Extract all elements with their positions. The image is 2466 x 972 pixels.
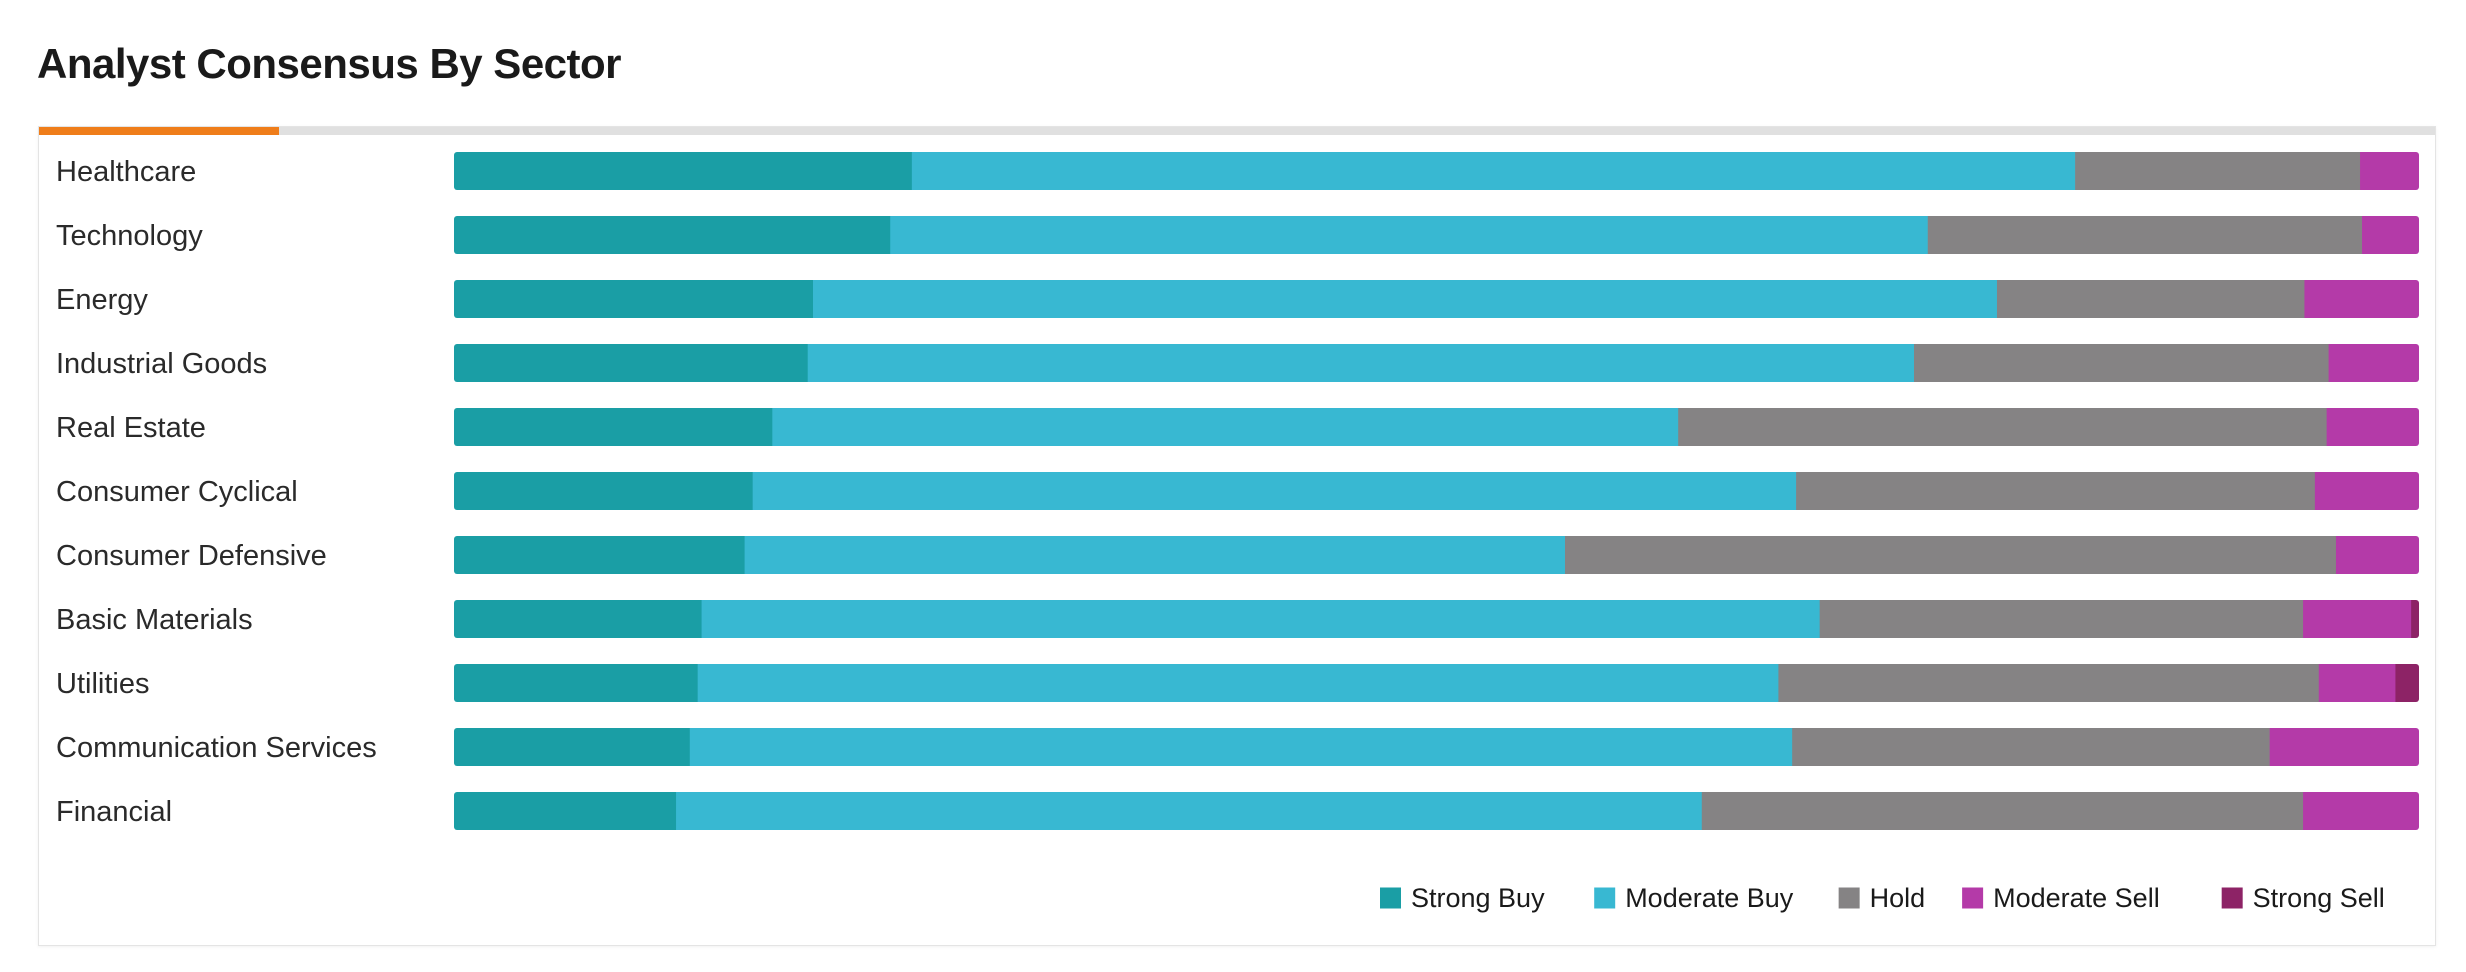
bar-segment-moderate-buy	[697, 664, 1779, 702]
bar-segment-hold	[1927, 216, 2363, 254]
bar-segment-hold	[1996, 280, 2305, 318]
bar-row	[454, 792, 2419, 830]
bar-segment-strong-sell	[2411, 600, 2419, 638]
bar-segment-moderate-sell	[2269, 728, 2419, 766]
legend-label: Hold	[1870, 883, 1926, 913]
category-label: Consumer Cyclical	[56, 476, 298, 508]
category-label: Consumer Defensive	[56, 540, 327, 572]
card-accent-bar	[39, 127, 279, 135]
bar-segment-moderate-sell	[2335, 536, 2419, 574]
bar-segment-moderate-buy	[911, 152, 2076, 190]
bar-row	[454, 152, 2419, 190]
legend-swatch	[1962, 887, 1984, 909]
bar-segment-moderate-buy	[772, 408, 1679, 446]
bar-row	[454, 664, 2419, 702]
bar-segment-strong-buy	[454, 600, 703, 638]
bar-segment-moderate-buy	[752, 472, 1797, 510]
stacked-bar-chart: Healthcare Technology Energy Industrial Goo…	[56, 152, 2419, 913]
bar-segment-strong-sell	[2395, 664, 2419, 702]
bar-row	[454, 472, 2419, 510]
bar-segment-moderate-buy	[807, 344, 1915, 382]
bar-row	[454, 600, 2419, 638]
category-label: Energy	[56, 284, 148, 316]
legend-label: Strong Sell	[2253, 883, 2385, 913]
bar-segment-strong-buy	[454, 472, 754, 510]
bar-segment-moderate-sell	[2328, 344, 2419, 382]
category-label: Technology	[56, 220, 203, 252]
bar-segment-hold	[2075, 152, 2361, 190]
bar-row	[454, 280, 2419, 318]
bar-row	[454, 408, 2419, 446]
bar-row	[454, 728, 2419, 766]
bar-segment-moderate-sell	[2318, 664, 2396, 702]
legend-swatch	[1380, 887, 1401, 909]
bar-segment-hold	[1913, 344, 2330, 382]
legend-label: Moderate Sell	[1993, 883, 2160, 913]
bar-segment-strong-buy	[454, 536, 746, 574]
legend-swatch	[1838, 887, 1860, 909]
bar-segment-moderate-buy	[689, 728, 1793, 766]
category-label: Basic Materials	[56, 604, 253, 636]
bar-segment-hold	[1796, 472, 2316, 510]
chart-legend: Strong Buy Moderate Buy Hold Moderate Sell S…	[1380, 883, 2385, 913]
bar-segment-moderate-sell	[2314, 472, 2419, 510]
category-label: Industrial Goods	[56, 348, 267, 380]
category-label: Healthcare	[56, 156, 196, 188]
bar-segment-strong-buy	[454, 344, 809, 382]
bar-segment-strong-buy	[454, 216, 891, 254]
page-title: Analyst Consensus By Sector	[37, 40, 622, 87]
bar-segment-strong-buy	[454, 152, 913, 190]
bar-segment-hold	[1564, 536, 2337, 574]
card-top-bar	[39, 127, 2435, 135]
legend-swatch	[2221, 887, 2243, 909]
bar-segment-strong-buy	[454, 792, 677, 830]
bar-segment-moderate-sell	[2326, 408, 2419, 446]
bar-segment-moderate-sell	[2303, 600, 2412, 638]
bar-segment-strong-buy	[454, 408, 773, 446]
category-label: Utilities	[56, 668, 149, 700]
bar-segment-moderate-buy	[701, 600, 1821, 638]
bar-row	[454, 344, 2419, 382]
bar-row	[454, 536, 2419, 574]
legend-swatch	[1594, 887, 1616, 909]
legend-label: Moderate Buy	[1625, 883, 1794, 913]
bar-segment-strong-buy	[454, 280, 814, 318]
bar-segment-hold	[1819, 600, 2304, 638]
bar-segment-strong-buy	[454, 728, 691, 766]
bar-segment-moderate-sell	[2362, 216, 2419, 254]
category-label: Communication Services	[56, 732, 377, 764]
category-label: Financial	[56, 796, 172, 828]
bar-segment-moderate-sell	[2360, 152, 2419, 190]
bar-row	[454, 216, 2419, 254]
bar-segment-hold	[1678, 408, 2328, 446]
bar-segment-moderate-buy	[890, 216, 1929, 254]
bar-segment-hold	[1792, 728, 2271, 766]
bar-segment-moderate-buy	[744, 536, 1566, 574]
bar-segment-hold	[1778, 664, 2320, 702]
category-label: Real Estate	[56, 412, 206, 444]
bar-segment-moderate-buy	[676, 792, 1703, 830]
bar-segment-moderate-sell	[2304, 280, 2419, 318]
bar-segment-hold	[1701, 792, 2304, 830]
bar-segment-moderate-buy	[813, 280, 1998, 318]
bar-segment-strong-buy	[454, 664, 699, 702]
chart-card: Healthcare Technology Energy Industrial Goo…	[38, 126, 2436, 946]
bar-segment-moderate-sell	[2303, 792, 2419, 830]
legend-label: Strong Buy	[1411, 883, 1545, 913]
